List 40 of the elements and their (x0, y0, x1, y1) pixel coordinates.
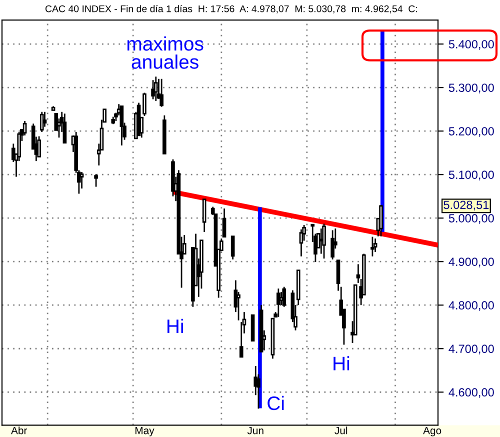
candlestick (120, 106, 124, 146)
annotation: Ci (268, 396, 284, 410)
candlestick (160, 78, 164, 108)
chart-title: CAC 40 INDEX - Fin de día 1 días H: 17:56 A: 4.978,07 M: 5.030,78 m: 4.962,54 C: (45, 4, 418, 14)
candlestick (379, 204, 383, 238)
y-tick-label: 4.800,00 (448, 301, 494, 311)
y-tick-label: 5.300,00 (448, 84, 494, 94)
x-tick-label: Ago (423, 426, 442, 436)
annotation: Hi (334, 356, 350, 370)
y-tick-label: 4.600,00 (448, 388, 494, 398)
candlestick (370, 236, 374, 258)
candlestick (154, 76, 158, 102)
candlestick (230, 236, 235, 260)
y-tick-label: 5.000,00 (448, 214, 494, 224)
candlestick (319, 228, 324, 254)
x-tick-label: Jun (247, 426, 264, 434)
annotation: maximos anuales (127, 36, 204, 69)
x-tick-label: Abr (11, 426, 28, 434)
x-tick-label: May (136, 426, 154, 436)
candlestick (22, 120, 27, 136)
text: 5.028,51 (444, 200, 489, 210)
candlestick (299, 228, 304, 258)
candlestick (202, 198, 206, 233)
candlestick (40, 111, 44, 133)
candlestick (322, 223, 326, 260)
x-tick-label: Jul (334, 426, 348, 434)
y-tick-label: 4.900,00 (448, 258, 494, 268)
y-tick-label: 4.700,00 (448, 344, 494, 354)
annotation: Hi (168, 318, 183, 334)
candlestick (373, 238, 378, 253)
candlestick (62, 112, 67, 144)
y-tick-label: 5.200,00 (448, 127, 494, 137)
candlestick (94, 173, 98, 188)
y-tick-label: 5.100,00 (448, 170, 494, 180)
y-tick-label: 5.400,00 (448, 40, 494, 50)
candlestick (330, 230, 334, 260)
candlestick (142, 92, 146, 117)
candlestick (80, 171, 84, 190)
candlestick (222, 208, 226, 238)
candlestick (151, 79, 155, 100)
